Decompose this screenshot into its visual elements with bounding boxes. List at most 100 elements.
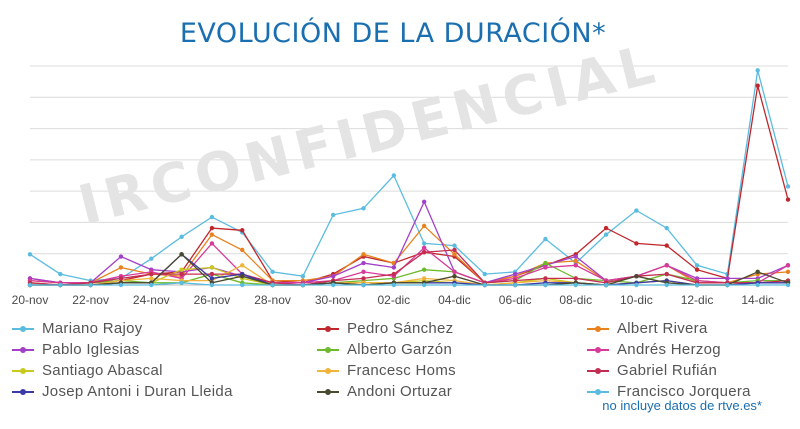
- data-point: [694, 263, 700, 268]
- legend: Mariano Rajoy Pedro Sánchez Albert Rivera P…: [12, 318, 792, 402]
- data-point: [573, 254, 578, 259]
- data-point: [725, 276, 730, 281]
- legend-swatch: [12, 343, 34, 357]
- x-tick-label: 06-dic: [499, 293, 532, 307]
- legend-item: Pablo Iglesias: [12, 339, 317, 360]
- data-point: [543, 265, 548, 270]
- legend-item: Josep Antoni i Duran Lleida: [12, 381, 317, 402]
- data-point: [270, 282, 275, 288]
- data-point: [603, 282, 609, 288]
- data-point: [118, 276, 124, 281]
- data-point: [361, 260, 366, 266]
- x-tick-label: 10-dic: [620, 293, 653, 307]
- data-point: [421, 223, 427, 229]
- data-point: [331, 282, 336, 288]
- x-tick-label: 30-nov: [315, 293, 352, 307]
- series-line: [29, 242, 789, 284]
- data-point: [573, 282, 578, 288]
- legend-label: Santiago Abascal: [42, 362, 163, 379]
- data-point: [149, 276, 154, 281]
- series-1: [27, 83, 791, 286]
- x-tick-label: 02-dic: [377, 293, 410, 307]
- data-point: [240, 274, 245, 279]
- x-tick-label: 12-dic: [681, 293, 714, 307]
- data-point: [634, 208, 639, 213]
- data-point: [240, 282, 245, 288]
- data-point: [573, 258, 578, 264]
- data-point: [664, 225, 669, 231]
- data-point: [209, 282, 215, 288]
- legend-label: Francesc Homs: [347, 362, 456, 379]
- x-tick-label: 14-dic: [741, 293, 774, 307]
- data-point: [300, 274, 306, 279]
- data-point: [725, 282, 730, 288]
- data-point: [391, 173, 397, 178]
- data-point: [209, 232, 215, 237]
- x-tick-label: 26-nov: [194, 293, 231, 307]
- data-point: [391, 271, 397, 277]
- data-point: [421, 282, 427, 288]
- legend-item: Andrés Herzog: [587, 339, 792, 360]
- x-tick-label: 08-dic: [559, 293, 592, 307]
- data-point: [512, 271, 518, 277]
- data-point: [694, 267, 700, 272]
- data-point: [149, 282, 154, 288]
- footnote: no incluye datos de rtve.es*: [602, 398, 762, 413]
- data-point: [452, 282, 457, 288]
- data-point: [543, 236, 548, 242]
- data-point: [118, 265, 124, 270]
- data-point: [755, 282, 760, 288]
- data-point: [634, 274, 639, 279]
- data-point: [573, 263, 578, 268]
- legend-item: Pedro Sánchez: [317, 318, 587, 339]
- data-point: [755, 83, 760, 88]
- x-tick-labels: 20-nov 22-nov 24-nov 26-nov 28-nov 30-nov 02-d…: [12, 293, 774, 307]
- data-point: [179, 267, 184, 272]
- data-point: [755, 269, 760, 275]
- data-point: [118, 254, 124, 259]
- data-point: [634, 241, 639, 246]
- data-point: [209, 265, 215, 270]
- series-line: [30, 253, 789, 286]
- data-point: [361, 282, 366, 288]
- data-point: [543, 260, 548, 266]
- legend-swatch: [317, 322, 339, 336]
- legend-item: Santiago Abascal: [12, 360, 317, 381]
- data-point: [634, 282, 639, 288]
- data-point: [421, 245, 427, 250]
- legend-label: Andoni Ortuzar: [347, 383, 453, 400]
- data-point: [209, 214, 215, 220]
- legend-item: Mariano Rajoy: [12, 318, 317, 339]
- data-point: [58, 271, 63, 277]
- data-point: [512, 282, 518, 288]
- data-point: [209, 271, 215, 277]
- data-point: [179, 280, 184, 286]
- data-point: [27, 282, 33, 288]
- data-point: [391, 282, 397, 288]
- series-0: [27, 68, 791, 283]
- legend-swatch: [317, 385, 339, 399]
- data-point: [664, 271, 669, 277]
- legend-swatch: [587, 385, 609, 399]
- legend-label: Francisco Jorquera: [617, 383, 751, 400]
- legend-label: Albert Rivera: [617, 320, 708, 337]
- legend-swatch: [12, 364, 34, 378]
- data-point: [785, 263, 791, 268]
- series-line: [29, 262, 788, 286]
- data-point: [88, 282, 93, 288]
- data-point: [118, 282, 124, 288]
- x-tick-label: 24-nov: [133, 293, 170, 307]
- data-point: [270, 269, 275, 275]
- data-point: [58, 282, 63, 288]
- data-point: [785, 282, 791, 288]
- data-point: [209, 276, 215, 281]
- data-point: [149, 271, 154, 277]
- data-point: [785, 269, 791, 275]
- legend-label: Alberto Garzón: [347, 341, 453, 358]
- chart-title: EVOLUCIÓN DE LA DURACIÓN*: [179, 18, 607, 49]
- data-point: [149, 256, 154, 261]
- legend-label: Mariano Rajoy: [42, 320, 143, 337]
- legend-swatch: [587, 343, 609, 357]
- data-point: [331, 212, 336, 218]
- line-chart: 20-nov 22-nov 24-nov 26-nov 28-nov 30-nov 02-d…: [12, 65, 791, 307]
